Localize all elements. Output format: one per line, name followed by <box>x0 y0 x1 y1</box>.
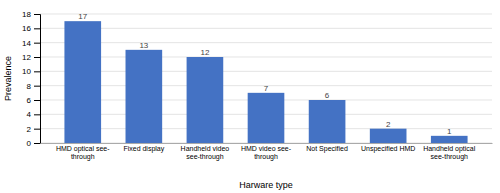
y-tick-mark <box>34 43 40 44</box>
bar <box>309 100 346 143</box>
y-tick-label: 4 <box>27 110 32 119</box>
data-label: 12 <box>200 48 209 57</box>
grid-line <box>40 71 492 72</box>
bar <box>431 136 468 143</box>
grid-line <box>40 57 492 58</box>
data-labels: 17 13 12 7 6 2 1 <box>78 12 452 136</box>
data-label: 17 <box>78 12 87 21</box>
x-tick-label: Unspecified HMD <box>361 145 415 153</box>
y-tick-mark <box>34 129 40 130</box>
y-tick-label: 12 <box>22 53 31 62</box>
x-axis: HMD optical see-through Fixed display Hand… <box>41 143 493 161</box>
y-tick: 12 <box>22 53 40 62</box>
y-tick-label: 16 <box>22 24 31 33</box>
y-tick-mark <box>34 57 40 58</box>
data-label: 13 <box>139 41 148 50</box>
x-tick: Unspecified HMD <box>361 143 415 153</box>
y-tick-mark <box>34 14 40 15</box>
x-tick: HMD optical see-through <box>56 143 110 161</box>
y-tick-label: 10 <box>22 67 31 76</box>
data-label: 1 <box>447 127 452 136</box>
grid-line <box>40 14 492 15</box>
y-tick: 4 <box>27 110 40 119</box>
y-tick-label: 14 <box>22 39 31 48</box>
bar <box>370 129 407 143</box>
x-tick: HMD video see-through <box>241 143 292 161</box>
x-tick: Handheld videosee-through <box>181 143 230 161</box>
x-axis-title: Harware type <box>239 180 293 190</box>
y-tick-mark <box>34 114 40 115</box>
y-tick: 14 <box>22 39 40 48</box>
y-tick-mark <box>34 86 40 87</box>
y-tick: 16 <box>22 24 40 33</box>
x-tick: Fixed display <box>123 143 164 153</box>
y-axis: 0 2 4 6 8 10 12 14 16 18 <box>22 10 40 148</box>
x-axis-line <box>41 143 493 144</box>
y-tick-mark <box>34 71 40 72</box>
x-tick-label: Handheld opticalsee-through <box>423 145 476 161</box>
plot: 024681012141618HMD optical see-throughFi… <box>22 10 492 161</box>
x-tick-label: Fixed display <box>123 145 164 153</box>
y-tick: 0 <box>27 139 40 148</box>
y-axis-line <box>34 15 41 144</box>
bar <box>64 21 101 143</box>
bar <box>248 93 285 143</box>
grid-line <box>40 42 492 43</box>
bar <box>126 50 163 143</box>
bar <box>187 57 224 143</box>
y-tick-label: 18 <box>22 10 31 19</box>
y-tick: 6 <box>27 96 40 105</box>
y-tick-mark <box>34 143 40 144</box>
y-tick-label: 8 <box>27 82 32 91</box>
x-tick-label: HMD optical see-through <box>56 145 110 161</box>
y-tick: 10 <box>22 67 40 76</box>
y-tick: 8 <box>27 82 40 91</box>
x-tick-label: Not Specified <box>306 145 348 153</box>
x-tick-label: Handheld videosee-through <box>181 145 230 161</box>
x-tick-label: HMD video see-through <box>241 145 292 161</box>
y-tick-label: 0 <box>27 139 32 148</box>
y-tick: 18 <box>22 10 40 19</box>
bars <box>64 21 467 143</box>
grid-line <box>40 28 492 29</box>
data-label: 6 <box>325 91 330 100</box>
data-label: 7 <box>264 84 269 93</box>
y-tick-label: 6 <box>27 96 32 105</box>
y-tick-label: 2 <box>27 125 32 134</box>
chart: 024681012141618HMD optical see-throughFi… <box>0 0 500 193</box>
data-label: 2 <box>386 120 391 129</box>
y-tick: 2 <box>27 125 40 134</box>
grid <box>40 14 492 143</box>
x-tick: Not Specified <box>306 143 348 153</box>
y-tick-mark <box>34 28 40 29</box>
y-tick-mark <box>34 100 40 101</box>
y-axis-title: Prevalence <box>3 56 13 101</box>
x-tick: Handheld opticalsee-through <box>423 143 476 161</box>
